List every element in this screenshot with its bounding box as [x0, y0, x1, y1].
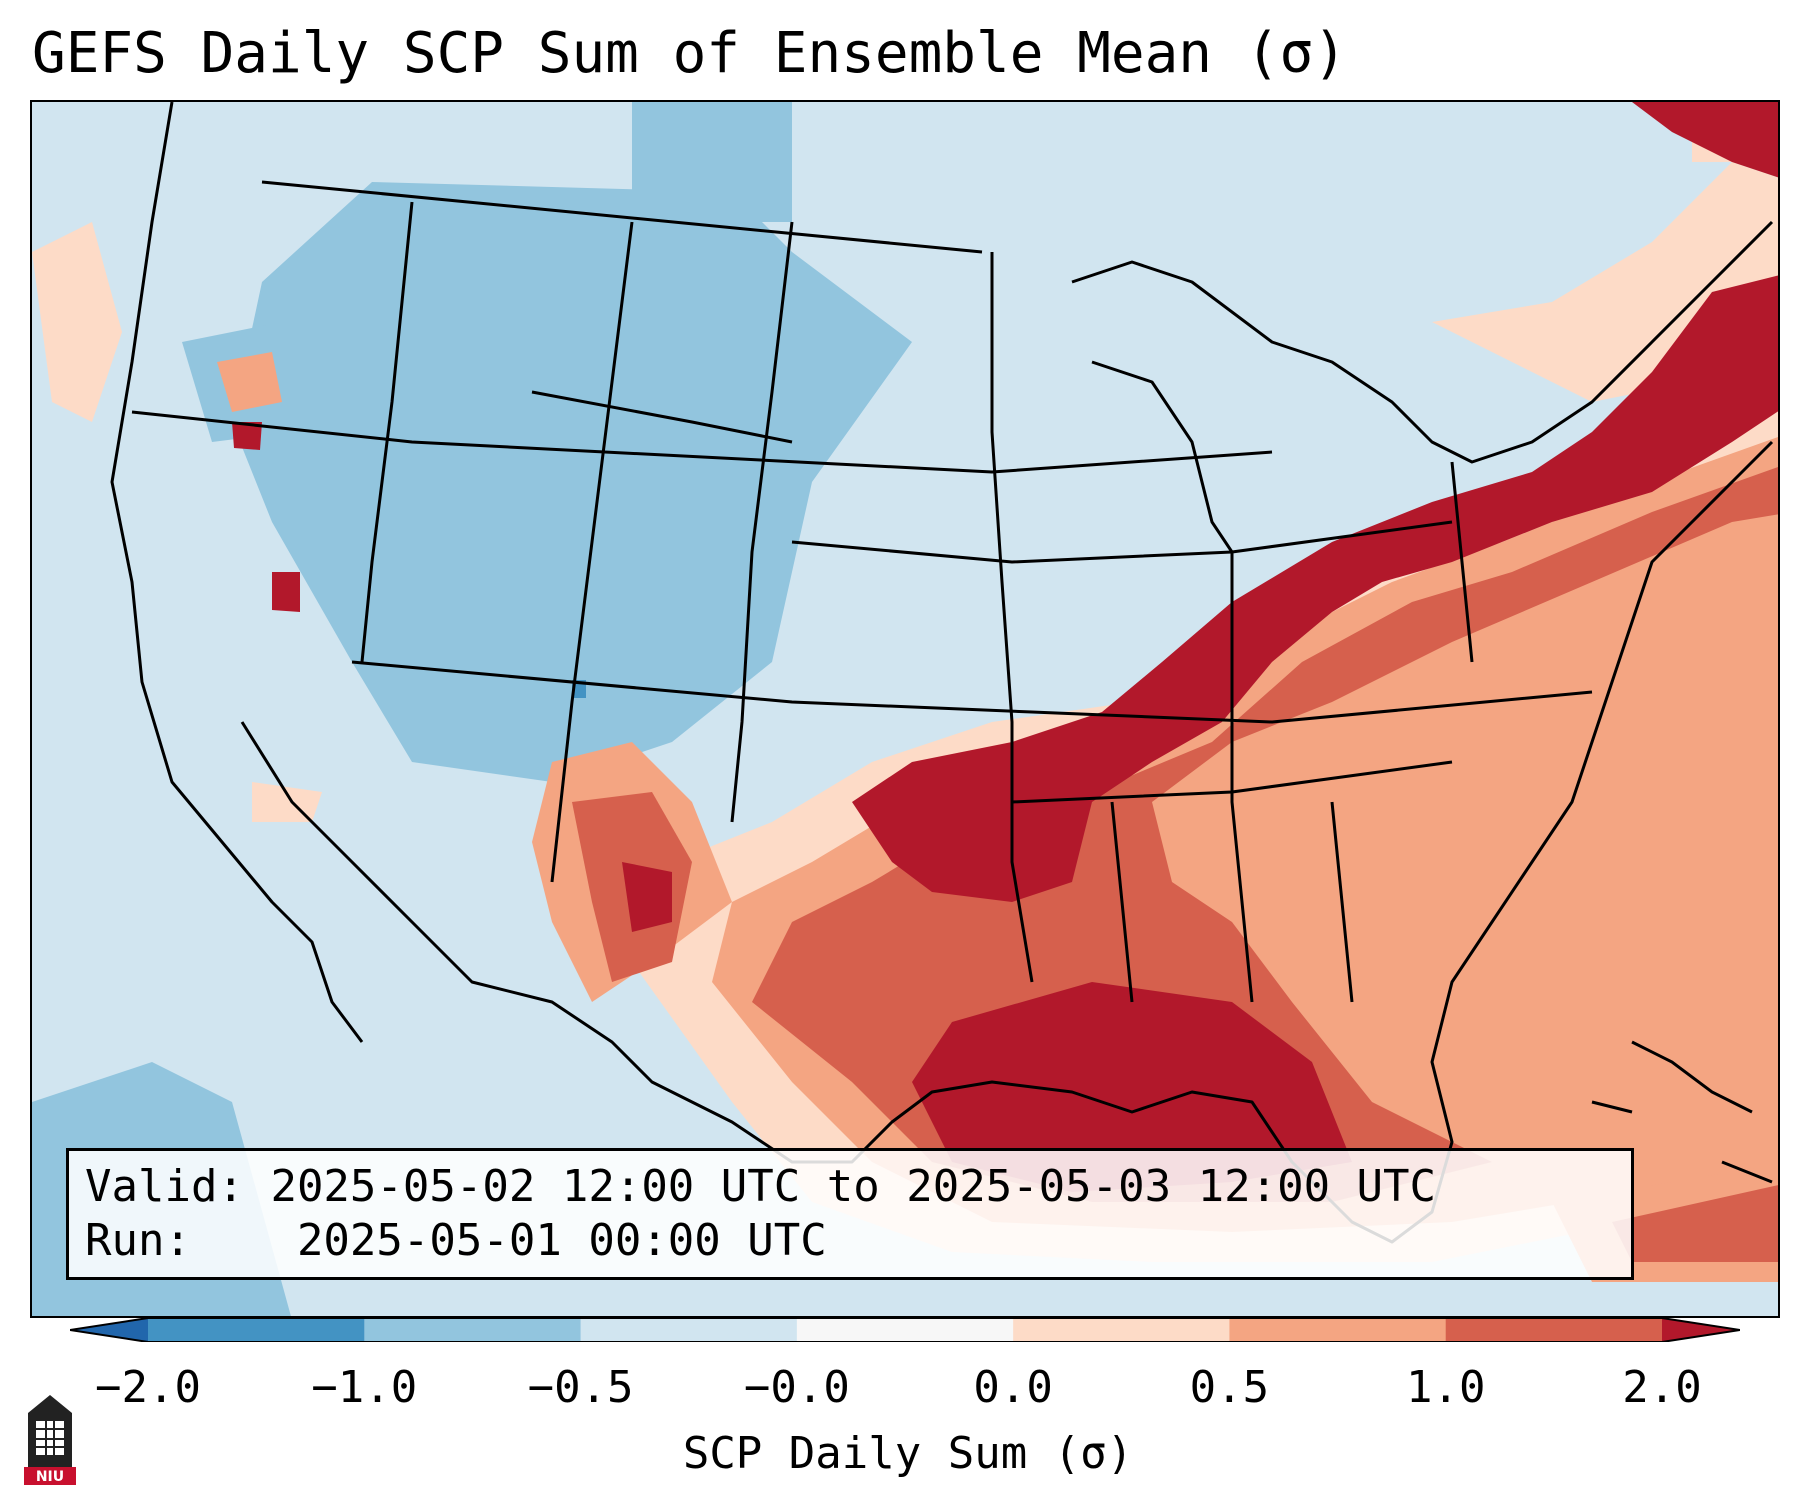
colorbar-tick-label: 1.0 — [1405, 1362, 1486, 1413]
us-canada-border — [261, 180, 983, 254]
northeast-border — [1071, 220, 1774, 464]
valid-time-box: Valid: 2025-05-02 12:00 UTC to 2025-05-0… — [66, 1148, 1634, 1280]
run-label: Run: — [85, 1215, 191, 1266]
colorbar-bin — [1445, 1318, 1663, 1342]
map-title: GEFS Daily SCP Sum of Ensemble Mean (σ) — [32, 21, 1347, 86]
colorbar-tick-label: 0.5 — [1189, 1362, 1270, 1413]
caribbean-islands — [1591, 1040, 1773, 1184]
colorbar-bins — [148, 1318, 1663, 1342]
colorbar-bin — [580, 1318, 798, 1342]
colorbar — [70, 1318, 1740, 1342]
niu-logo-text: NIU — [36, 1469, 64, 1485]
colorbar-tick-label: 0.0 — [973, 1362, 1053, 1413]
colorbar-bin — [796, 1318, 1014, 1342]
colorbar-tick-label: 2.0 — [1622, 1362, 1702, 1413]
colorbar-tick-label: −0.5 — [527, 1362, 634, 1413]
valid-line: Valid: 2025-05-02 12:00 UTC to 2025-05-0… — [85, 1161, 1436, 1213]
run-value: 2025-05-01 00:00 UTC — [296, 1215, 827, 1266]
colorbar-tick-label: −1.0 — [311, 1362, 418, 1413]
run-line: Run: 2025-05-01 00:00 UTC — [85, 1215, 827, 1267]
west-coastline — [110, 102, 364, 1043]
colorbar-bin — [364, 1318, 582, 1342]
valid-label: Valid: — [85, 1161, 244, 1212]
colorbar-bin — [1229, 1318, 1447, 1342]
colorbar-upper-extension — [1662, 1318, 1740, 1342]
colorbar-bin — [1013, 1318, 1230, 1342]
scp-field-map — [32, 102, 1778, 1316]
political-boundaries — [110, 102, 1774, 1244]
map-panel — [30, 100, 1780, 1318]
colorbar-lower-extension — [70, 1318, 148, 1342]
colorbar-bin — [148, 1318, 365, 1342]
valid-value: 2025-05-02 12:00 UTC to 2025-05-03 12:00… — [270, 1161, 1437, 1212]
niu-logo-icon: NIU — [24, 1395, 76, 1485]
colorbar-tick-label: −0.0 — [743, 1362, 850, 1413]
positive-anomaly-very-strong — [232, 102, 1778, 1192]
colorbar-tick-label: −2.0 — [95, 1362, 201, 1413]
colorbar-title: SCP Daily Sum (σ) — [682, 1428, 1134, 1479]
lake-michigan-shore — [1091, 360, 1234, 553]
gulf-atlantic-coastline — [240, 440, 1774, 1244]
